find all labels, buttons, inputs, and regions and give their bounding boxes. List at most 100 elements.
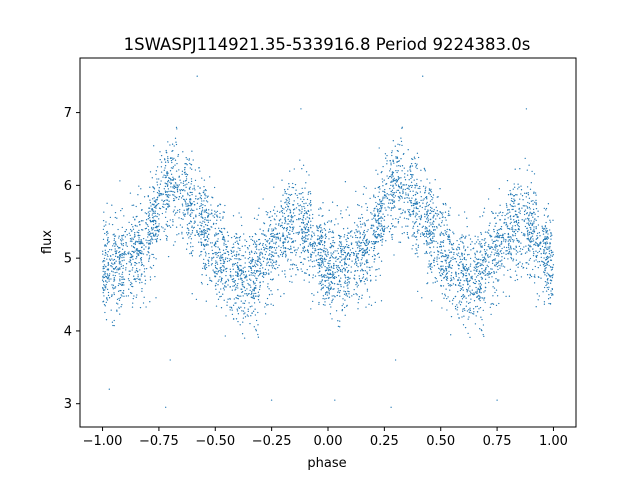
data-point — [403, 232, 405, 234]
data-point — [499, 219, 501, 221]
data-point — [385, 194, 387, 196]
data-point — [527, 232, 529, 234]
data-point — [537, 244, 539, 247]
data-point — [111, 295, 113, 298]
data-point — [285, 239, 287, 241]
data-point — [302, 196, 304, 198]
data-point — [207, 259, 209, 261]
data-point — [185, 162, 187, 165]
data-point — [348, 296, 351, 298]
data-point — [162, 193, 165, 195]
data-point — [450, 257, 452, 259]
data-point — [491, 251, 493, 253]
data-point — [219, 296, 221, 298]
data-point — [448, 270, 450, 273]
data-point — [413, 202, 416, 205]
data-point — [436, 213, 438, 215]
data-point — [411, 235, 413, 237]
data-point — [235, 286, 237, 289]
data-point — [536, 293, 538, 295]
data-point — [160, 161, 163, 163]
data-point — [348, 252, 350, 255]
data-point — [366, 259, 368, 261]
data-point — [419, 233, 422, 235]
data-point — [128, 221, 130, 224]
data-point — [135, 216, 137, 218]
data-point — [291, 223, 293, 226]
data-point — [436, 260, 438, 263]
data-point — [535, 207, 538, 210]
data-point — [466, 277, 468, 280]
data-point — [430, 188, 432, 191]
data-point — [536, 243, 538, 245]
data-point — [540, 253, 542, 255]
data-point — [330, 221, 332, 223]
data-point — [129, 240, 132, 242]
data-point — [321, 276, 323, 278]
data-point — [253, 288, 255, 291]
data-point — [428, 243, 430, 245]
data-point — [390, 222, 393, 225]
data-point — [254, 314, 257, 316]
data-point — [368, 249, 371, 251]
data-point — [280, 200, 282, 202]
data-point — [461, 258, 463, 261]
data-point — [448, 266, 450, 269]
data-point — [181, 231, 183, 234]
data-point — [275, 233, 278, 235]
data-point — [481, 239, 483, 241]
data-point — [249, 253, 251, 255]
data-point — [339, 237, 341, 239]
data-point — [267, 283, 269, 285]
data-point — [105, 280, 107, 282]
data-point — [528, 220, 530, 222]
data-point — [204, 239, 206, 241]
data-point — [426, 198, 428, 200]
data-point — [399, 192, 401, 194]
data-point — [174, 241, 176, 243]
data-point — [221, 238, 224, 240]
data-point — [529, 212, 531, 214]
data-point — [445, 219, 447, 221]
data-point — [462, 235, 464, 238]
data-point — [212, 269, 214, 271]
data-point — [466, 291, 468, 293]
data-point — [304, 207, 306, 209]
data-point — [277, 274, 280, 276]
data-point — [477, 262, 479, 264]
data-point — [251, 272, 254, 274]
data-point — [547, 298, 550, 300]
data-point — [297, 203, 299, 205]
data-point — [420, 169, 422, 171]
data-point — [203, 185, 205, 188]
data-point — [172, 186, 174, 188]
data-point — [310, 205, 312, 207]
data-point — [549, 275, 551, 277]
data-point — [469, 265, 472, 267]
data-point — [229, 309, 231, 311]
data-point — [120, 265, 123, 268]
data-point — [550, 292, 552, 295]
data-point — [439, 217, 441, 219]
data-point — [359, 262, 361, 264]
data-point — [305, 226, 308, 228]
data-point — [223, 244, 225, 246]
data-point — [301, 229, 304, 231]
data-point — [409, 190, 411, 192]
data-point — [409, 165, 411, 168]
data-point — [532, 268, 534, 271]
data-point — [514, 279, 516, 282]
data-point — [198, 214, 200, 217]
data-point — [364, 270, 366, 272]
data-point — [237, 265, 239, 268]
data-point — [414, 203, 416, 206]
data-point — [207, 221, 210, 223]
data-point — [122, 267, 124, 270]
data-point — [102, 287, 104, 290]
data-point — [308, 217, 310, 219]
data-point — [519, 248, 522, 250]
data-point — [140, 258, 142, 261]
data-point — [262, 233, 264, 235]
data-point — [344, 246, 346, 248]
data-point — [334, 296, 336, 298]
